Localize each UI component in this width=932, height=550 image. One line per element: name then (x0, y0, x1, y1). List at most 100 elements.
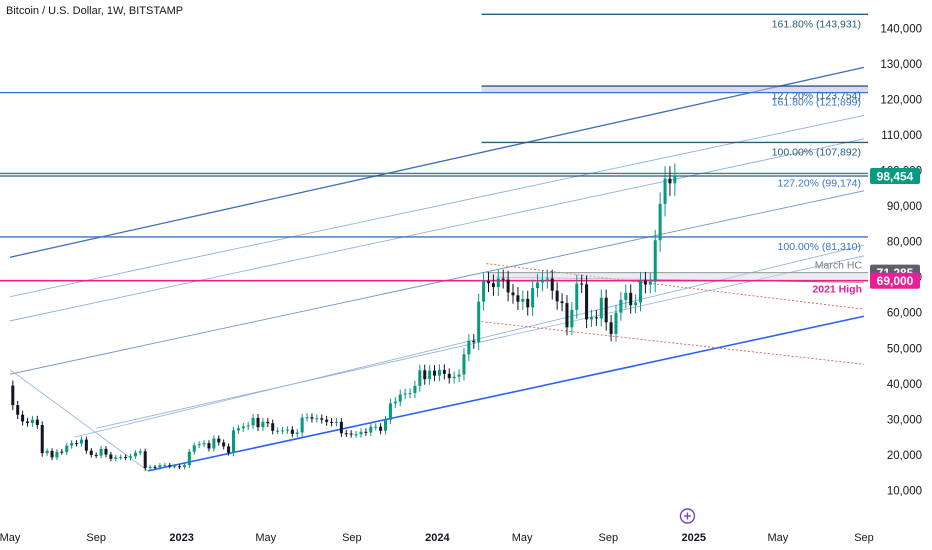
candle-body (379, 426, 383, 431)
trendline (486, 263, 865, 310)
candle-body (398, 394, 402, 402)
candle-body (305, 417, 309, 419)
candle-body (560, 301, 564, 304)
x-tick-label: Sep (599, 532, 619, 544)
candle-body (143, 451, 147, 469)
candle-body (501, 278, 505, 280)
time-marker-icon (679, 508, 696, 524)
candle-body (45, 450, 49, 454)
candle-body (246, 425, 250, 427)
candle-body (16, 405, 20, 415)
candle-body (339, 421, 343, 434)
candle-body (266, 421, 270, 424)
y-tick-label: 130,000 (880, 59, 922, 71)
trendline-layer (9, 66, 865, 472)
x-tick-label: May (0, 532, 21, 544)
candle-body (202, 443, 206, 445)
candle-body (241, 426, 245, 429)
candle-body (580, 283, 584, 285)
candle-body (511, 292, 515, 296)
candle-body (462, 354, 466, 375)
candle-body (60, 451, 64, 453)
candle-body (300, 417, 304, 433)
candle-body (212, 438, 216, 449)
candle-body (197, 444, 201, 446)
candle-body (11, 385, 15, 406)
chart-title: Bitcoin / U.S. Dollar, 1W, BITSTAMP (6, 5, 184, 17)
candle-body (222, 442, 226, 447)
candle-body (624, 292, 628, 300)
candle-body (643, 280, 647, 285)
candle-body (565, 303, 569, 328)
candle-body (261, 421, 265, 428)
candle-body (192, 445, 196, 452)
candle-body (65, 445, 69, 453)
candle-body (648, 281, 652, 285)
candle-body (369, 426, 373, 433)
candle-body (452, 376, 456, 379)
candle-body (545, 278, 549, 280)
x-axis: May Sep 2023 May Sep 2024 May Sep 2025 May Sep (0, 532, 874, 544)
candle-body (217, 438, 221, 443)
candle-body (285, 429, 289, 431)
candle-body (673, 175, 677, 184)
candle-body (325, 419, 329, 422)
candle-body (467, 340, 471, 355)
candle-body (536, 282, 540, 289)
candle-body (231, 430, 236, 453)
x-tick-label: May (767, 532, 788, 544)
candle-body (99, 448, 103, 456)
candle-body (658, 203, 662, 241)
y-tick-label: 110,000 (881, 130, 922, 142)
trendline (9, 114, 865, 298)
candle-body (668, 178, 672, 184)
candle-body (109, 454, 113, 459)
candle-body (629, 292, 633, 306)
candle-body (84, 439, 88, 451)
current-price-tag: 98,454 (877, 169, 914, 183)
candle-body (599, 297, 603, 319)
candle-body (388, 403, 392, 420)
x-tick-label: 2025 (682, 532, 706, 544)
candle-body (163, 465, 167, 467)
candle-body (89, 450, 93, 455)
candle-body (413, 385, 417, 394)
fib-level-label: 161.80% (121,899) (772, 97, 861, 109)
candle-body (114, 457, 118, 459)
candle-body (457, 374, 461, 377)
candle-body (25, 421, 30, 423)
candle-body (128, 456, 133, 458)
candles-layer (11, 163, 677, 471)
trendline (9, 66, 865, 258)
trendline (147, 315, 865, 472)
x-tick-label: May (255, 532, 276, 544)
candle-body (271, 423, 275, 431)
candle-body (437, 369, 441, 376)
candle-body (472, 340, 476, 343)
march-hc-band (486, 272, 868, 281)
y-axis: 10,00020,00030,00040,00050,00060,00070,0… (880, 23, 922, 497)
candle-body (442, 369, 446, 374)
candle-body (638, 280, 643, 303)
candle-body (482, 281, 486, 302)
candle-body (138, 451, 142, 453)
candle-body (447, 373, 451, 379)
y-tick-label: 20,000 (887, 450, 922, 462)
candle-body (124, 457, 128, 459)
candle-body (256, 417, 260, 428)
candle-body (408, 393, 412, 395)
candle-body (35, 419, 39, 426)
candle-body (50, 450, 54, 458)
candle-body (418, 370, 422, 386)
candle-body (354, 434, 358, 436)
candle-body (604, 297, 608, 323)
candle-body (79, 439, 83, 444)
candle-body (589, 317, 593, 320)
y-tick-label: 120,000 (880, 94, 922, 106)
current-price-tag-bg (870, 167, 920, 184)
candle-body (570, 309, 574, 328)
candle-body (433, 370, 437, 376)
candle-body (334, 421, 338, 423)
candle-body (153, 466, 157, 468)
